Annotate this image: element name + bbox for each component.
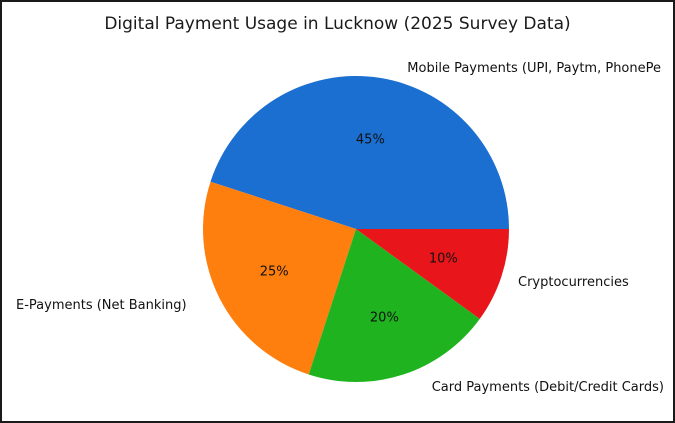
pie-slices [203, 75, 510, 382]
pie-slice-label: Card Payments (Debit/Credit Cards) [432, 380, 664, 395]
pie-slice-label: E-Payments (Net Banking) [16, 298, 187, 313]
pie-slice-labels: Mobile Payments (UPI, Paytm, PhonePe E-Pa… [16, 61, 664, 395]
pie-percent-label: 20% [370, 310, 399, 325]
pie-slice [356, 229, 509, 319]
pie-slice [308, 229, 480, 382]
pie-percent-label: 45% [356, 132, 385, 147]
pie-slice [203, 181, 356, 375]
pie-slice-label: Mobile Payments (UPI, Paytm, PhonePe [407, 61, 661, 76]
pie-slice [210, 75, 510, 230]
pie-slice-label: Cryptocurrencies [518, 275, 629, 290]
chart-title: Digital Payment Usage in Lucknow (2025 S… [104, 14, 571, 34]
pie-percent-label: 10% [429, 251, 458, 266]
pie-percent-labels: 45% 25% 20% 10% [260, 132, 458, 325]
pie-percent-label: 25% [260, 265, 289, 280]
